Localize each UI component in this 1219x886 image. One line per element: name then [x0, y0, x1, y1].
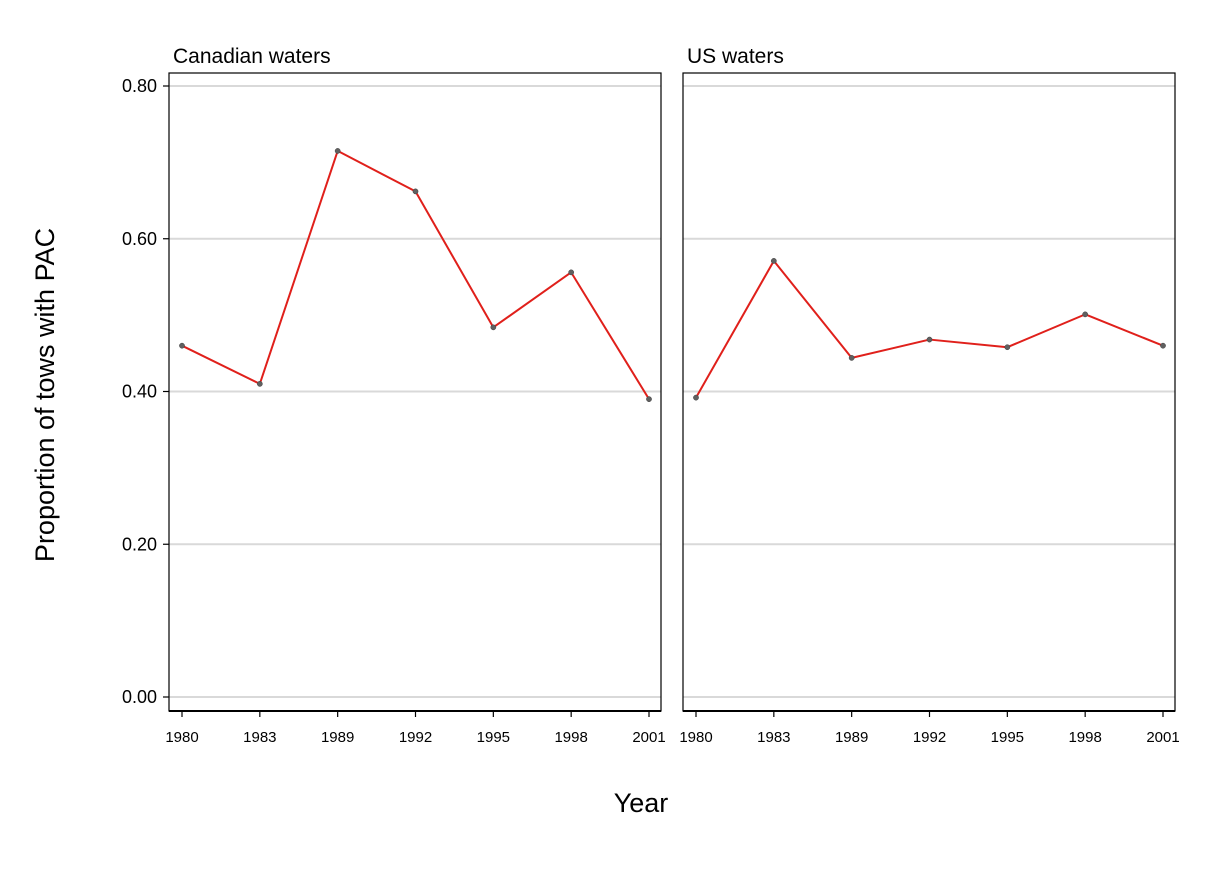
x-tick-label: 1998	[554, 729, 587, 746]
data-point	[770, 258, 777, 264]
x-tick-label: 1992	[399, 729, 432, 746]
x-tick-label: 2001	[632, 729, 665, 746]
data-point	[1082, 311, 1089, 318]
chart-panels: Canadian waters 0.00 0.20 0.40 0.60 0.80 1980 1…	[122, 45, 1180, 746]
x-tick-label: 2001	[1146, 729, 1179, 746]
data-point	[334, 148, 341, 154]
data-point	[646, 396, 652, 402]
data-point	[848, 355, 855, 361]
x-axis-title: Year	[614, 788, 669, 818]
series-line	[181, 149, 650, 400]
panel-2: US waters 1980 1983 1989 1992 1995 1998 2001	[679, 45, 1179, 746]
data-point	[179, 342, 185, 349]
x-tick-label: 1983	[757, 729, 790, 746]
x-tick-label: 1980	[679, 729, 712, 746]
x-tick-label: 1992	[913, 729, 946, 746]
y-tick-label: 0.80	[122, 76, 157, 96]
data-point	[693, 394, 699, 401]
x-tick-label: 1995	[991, 729, 1024, 746]
x-tick-label: 1995	[477, 729, 510, 746]
y-axis-title: Proportion of tows with PAC	[30, 228, 60, 562]
x-tick-label: 1998	[1068, 729, 1101, 746]
panel-title: Canadian waters	[173, 45, 331, 68]
y-tick-label: 0.20	[122, 534, 157, 554]
x-tick-label: 1989	[835, 729, 868, 746]
x-tick-label: 1980	[165, 729, 198, 746]
data-point	[1004, 344, 1011, 351]
x-tick-label: 1989	[321, 729, 354, 746]
data-point	[1160, 342, 1166, 349]
series-line	[695, 259, 1164, 399]
y-tick-label: 0.40	[122, 382, 157, 402]
data-point	[412, 188, 419, 195]
panel-1: Canadian waters 0.00 0.20 0.40 0.60 0.80 1980 1…	[122, 45, 666, 746]
data-point	[490, 324, 497, 331]
x-tick-label: 1983	[243, 729, 276, 746]
y-tick-label: 0.00	[122, 687, 157, 707]
data-point	[256, 381, 263, 387]
data-point	[926, 336, 933, 343]
data-point	[568, 269, 575, 276]
panel-title: US waters	[687, 45, 784, 68]
y-tick-label: 0.60	[122, 229, 157, 249]
